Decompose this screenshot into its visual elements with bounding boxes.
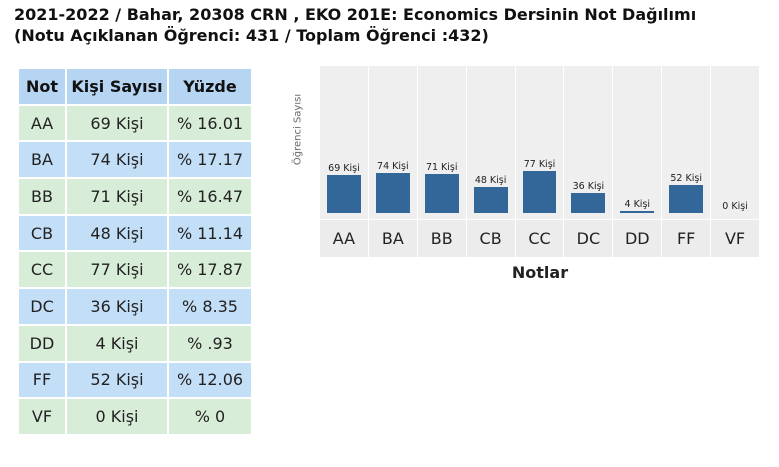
chart-data-label: 71 Kişi: [425, 162, 458, 174]
chart-column: 71 Kişi BB: [417, 66, 467, 257]
cell-percent: % 17.17: [169, 142, 251, 178]
chart-data-label: 69 Kişi: [328, 163, 360, 175]
grade-bar-chart: Öğrenci Sayısı 69 Kişi AA 74 Kişi BA 71 Kişi…: [290, 66, 761, 296]
cell-percent: % 0: [169, 399, 251, 434]
cell-percent: % 12.06: [169, 362, 251, 398]
chart-column: 48 Kişi CB: [466, 66, 516, 257]
table-row: BB 71 Kişi % 16.47: [19, 179, 251, 214]
title-line-2: (Notu Açıklanan Öğrenci: 431 / Toplam Öğ…: [14, 26, 489, 45]
chart-column: 4 Kişi DD: [613, 66, 663, 257]
cell-count: 71 Kişi: [67, 179, 167, 214]
page-title: 2021-2022 / Bahar, 20308 CRN , EKO 201E:…: [14, 4, 696, 46]
chart-column: 74 Kişi BA: [368, 66, 418, 257]
table-row: CC 77 Kişi % 17.87: [19, 252, 251, 288]
title-line-1: 2021-2022 / Bahar, 20308 CRN , EKO 201E:…: [14, 5, 697, 24]
chart-y-axis-label: Öğrenci Sayısı: [292, 93, 304, 166]
chart-bar: [522, 170, 557, 213]
chart-plot-area: [711, 66, 760, 219]
chart-category-label: BB: [417, 219, 466, 257]
cell-count: 48 Kişi: [67, 215, 167, 251]
chart-bar: [669, 184, 704, 213]
cell-percent: % 16.47: [169, 179, 251, 214]
chart-category-label: VF: [711, 219, 760, 257]
chart-column: 52 Kişi FF: [662, 66, 712, 257]
table-row: VF 0 Kişi % 0: [19, 399, 251, 434]
grade-distribution-table: Not Kişi Sayısı Yüzde AA 69 Kişi % 16.01…: [17, 67, 253, 436]
chart-category-label: CC: [515, 219, 564, 257]
cell-grade: DC: [19, 289, 65, 324]
cell-count: 36 Kişi: [67, 289, 167, 324]
chart-category-label: DC: [564, 219, 613, 257]
cell-count: 74 Kişi: [67, 142, 167, 178]
chart-columns: 69 Kişi AA 74 Kişi BA 71 Kişi BB 48 Kişi CB 77 K…: [320, 66, 761, 257]
chart-category-label: CB: [466, 219, 515, 257]
chart-data-label: 52 Kişi: [670, 172, 702, 184]
chart-data-label: 0 Kişi: [722, 201, 748, 212]
chart-x-axis-label: Notlar: [511, 263, 569, 282]
chart-data-label: 77 Kişi: [523, 158, 556, 170]
chart-bar: [327, 175, 361, 213]
header-percent: Yüzde: [169, 69, 251, 104]
cell-count: 0 Kişi: [67, 399, 167, 434]
chart-data-label: 36 Kişi: [572, 181, 605, 193]
chart-bar: [424, 174, 459, 213]
chart-plot-area: [613, 66, 662, 219]
table-row: CB 48 Kişi % 11.14: [19, 215, 251, 251]
cell-percent: % 16.01: [169, 105, 251, 141]
cell-count: 69 Kişi: [67, 105, 167, 141]
cell-count: 52 Kişi: [67, 362, 167, 398]
table-row: BA 74 Kişi % 17.17: [19, 142, 251, 178]
table-row: AA 69 Kişi % 16.01: [19, 105, 251, 141]
chart-category-label: BA: [368, 219, 417, 257]
chart-data-label: 4 Kişi: [624, 198, 651, 210]
cell-grade: CB: [19, 215, 65, 251]
chart-column: 77 Kişi CC: [515, 66, 565, 257]
cell-count: 77 Kişi: [67, 252, 167, 288]
cell-grade: AA: [19, 105, 65, 141]
chart-bar: [473, 186, 508, 213]
chart-column: 0 Kişi VF: [711, 66, 761, 257]
cell-percent: % 17.87: [169, 252, 251, 288]
cell-percent: % 11.14: [169, 215, 251, 251]
cell-grade: BB: [19, 179, 65, 214]
cell-grade: BA: [19, 142, 65, 178]
chart-category-label: AA: [320, 219, 368, 257]
cell-percent: % 8.35: [169, 289, 251, 324]
header-grade: Not: [19, 69, 65, 104]
chart-bar: [571, 193, 606, 213]
cell-grade: DD: [19, 325, 65, 361]
cell-grade: FF: [19, 362, 65, 398]
chart-bar: [375, 172, 410, 213]
table-row: DC 36 Kişi % 8.35: [19, 289, 251, 324]
table-header-row: Not Kişi Sayısı Yüzde: [19, 69, 251, 104]
cell-grade: VF: [19, 399, 65, 434]
chart-category-label: DD: [613, 219, 662, 257]
table-row: DD 4 Kişi % .93: [19, 325, 251, 361]
header-count: Kişi Sayısı: [67, 69, 167, 104]
cell-count: 4 Kişi: [67, 325, 167, 361]
chart-column: 69 Kişi AA: [320, 66, 369, 257]
chart-data-label: 74 Kişi: [377, 160, 409, 172]
cell-percent: % .93: [169, 325, 251, 361]
chart-column: 36 Kişi DC: [564, 66, 614, 257]
chart-bar: [620, 210, 655, 213]
cell-grade: CC: [19, 252, 65, 288]
chart-category-label: FF: [662, 219, 711, 257]
chart-data-label: 48 Kişi: [474, 174, 507, 186]
table-row: FF 52 Kişi % 12.06: [19, 362, 251, 398]
